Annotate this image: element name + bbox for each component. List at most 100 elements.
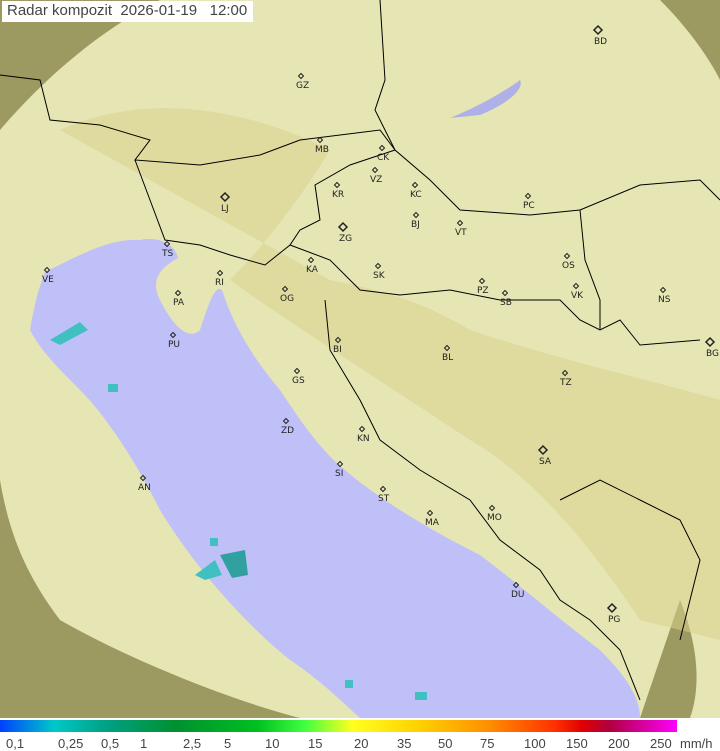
city-label-ns: NS <box>658 295 671 305</box>
city-marker-icon <box>216 269 224 277</box>
city-label-zg: ZG <box>339 234 352 244</box>
city-marker-icon <box>43 266 51 274</box>
legend-label: 1 <box>140 736 148 751</box>
city-label-zd: ZD <box>281 426 294 436</box>
city-marker-icon <box>297 72 305 80</box>
city-label-tz: TZ <box>559 378 572 388</box>
legend-label: 5 <box>224 736 232 751</box>
city-marker-icon <box>524 192 532 200</box>
adriatic-sea <box>30 239 640 718</box>
land-relief <box>60 108 720 641</box>
city-label-ri: RI <box>215 278 224 288</box>
city-marker-icon <box>478 277 486 285</box>
city-label-gs: GS <box>292 376 305 386</box>
city-marker-icon <box>316 136 324 144</box>
legend-label: 2,5 <box>183 736 202 751</box>
city-marker-icon <box>169 331 177 339</box>
city-marker-icon <box>488 504 496 512</box>
city-marker-icon <box>282 417 290 425</box>
city-label-sb: SB <box>500 298 512 308</box>
lake-balaton <box>450 80 521 118</box>
city-marker-icon <box>512 581 520 589</box>
city-marker-icon <box>336 460 344 468</box>
city-marker-icon <box>163 240 171 248</box>
legend-label: 20 <box>354 736 369 751</box>
legend-label: 75 <box>480 736 495 751</box>
city-marker-icon <box>704 336 716 348</box>
city-marker-icon <box>333 181 341 189</box>
city-label-ma: MA <box>425 518 440 528</box>
radar-map[interactable]: BD GZ MB CK VZ KR KC LJ PC BJ TS ZG VT VE RI KA SK OS PA PZ… <box>0 0 720 718</box>
title-text: Radar kompozit <box>7 2 113 19</box>
legend-label: 0,25 <box>58 736 84 751</box>
city-label-pz: PZ <box>477 286 489 296</box>
legend-label: 15 <box>308 736 323 751</box>
city-marker-icon <box>411 181 419 189</box>
city-label-vz: VZ <box>370 175 382 185</box>
city-label-ka: KA <box>306 265 319 275</box>
city-marker-icon <box>561 369 569 377</box>
city-marker-icon <box>371 166 379 174</box>
city-marker-icon <box>378 144 386 152</box>
city-label-bl: BL <box>442 353 453 363</box>
city-marker-icon <box>174 289 182 297</box>
city-label-kc: KC <box>410 190 422 200</box>
legend-label: 200 <box>608 736 630 751</box>
city-label-mo: MO <box>487 513 502 523</box>
city-label-st: ST <box>378 494 390 504</box>
legend-label: 0,5 <box>101 736 120 751</box>
city-marker-icon <box>606 602 618 614</box>
city-marker-icon <box>501 289 509 297</box>
city-label-og: OG <box>280 294 294 304</box>
city-label-du: DU <box>511 590 525 600</box>
city-marker-icon <box>426 509 434 517</box>
city-label-pc: PC <box>523 201 535 211</box>
city-label-gz: GZ <box>296 81 309 91</box>
city-markers: BD GZ MB CK VZ KR KC LJ PC BJ TS ZG VT VE RI KA SK OS PA PZ… <box>42 24 719 625</box>
city-label-lj: LJ <box>221 204 229 214</box>
city-marker-icon <box>307 256 315 264</box>
legend-label: 35 <box>397 736 412 751</box>
city-marker-icon <box>659 286 667 294</box>
legend-label: 150 <box>566 736 588 751</box>
city-label-bd: BD <box>594 37 607 47</box>
city-marker-icon <box>443 344 451 352</box>
city-label-vk: VK <box>571 291 584 301</box>
city-label-bi: BI <box>333 345 342 355</box>
city-label-ts: TS <box>161 249 173 259</box>
city-label-ck: CK <box>377 153 390 163</box>
legend-label: 50 <box>438 736 453 751</box>
country-borders <box>0 0 720 701</box>
city-label-bg: BG <box>706 349 719 359</box>
city-label-pu: PU <box>168 340 180 350</box>
map-title: Radar kompozit 2026-01-19 12:00 <box>2 1 254 22</box>
city-label-sk: SK <box>373 271 386 281</box>
city-marker-icon <box>374 262 382 270</box>
city-label-pa: PA <box>173 298 185 308</box>
city-label-mb: MB <box>315 145 329 155</box>
city-label-kr: KR <box>332 190 344 200</box>
city-marker-icon <box>337 221 349 233</box>
city-label-si: SI <box>335 469 343 479</box>
legend-label: 250 <box>650 736 672 751</box>
precipitation-legend-bar <box>0 720 677 732</box>
city-label-sa: SA <box>539 457 552 467</box>
radar-echoes <box>50 322 427 700</box>
city-label-os: OS <box>562 261 575 271</box>
legend-label: 100 <box>524 736 546 751</box>
city-marker-icon <box>293 367 301 375</box>
title-time: 12:00 <box>209 2 248 19</box>
city-marker-icon <box>592 24 604 36</box>
city-label-an: AN <box>138 483 151 493</box>
city-label-bj: BJ <box>411 220 420 230</box>
city-marker-icon <box>358 425 366 433</box>
city-marker-icon <box>563 252 571 260</box>
city-marker-icon <box>537 444 549 456</box>
city-marker-icon <box>456 219 464 227</box>
city-label-pg: PG <box>608 615 620 625</box>
city-marker-icon <box>139 474 147 482</box>
city-label-kn: KN <box>357 434 370 444</box>
city-marker-icon <box>219 191 231 203</box>
city-marker-icon <box>412 211 420 219</box>
city-label-vt: VT <box>455 228 467 238</box>
